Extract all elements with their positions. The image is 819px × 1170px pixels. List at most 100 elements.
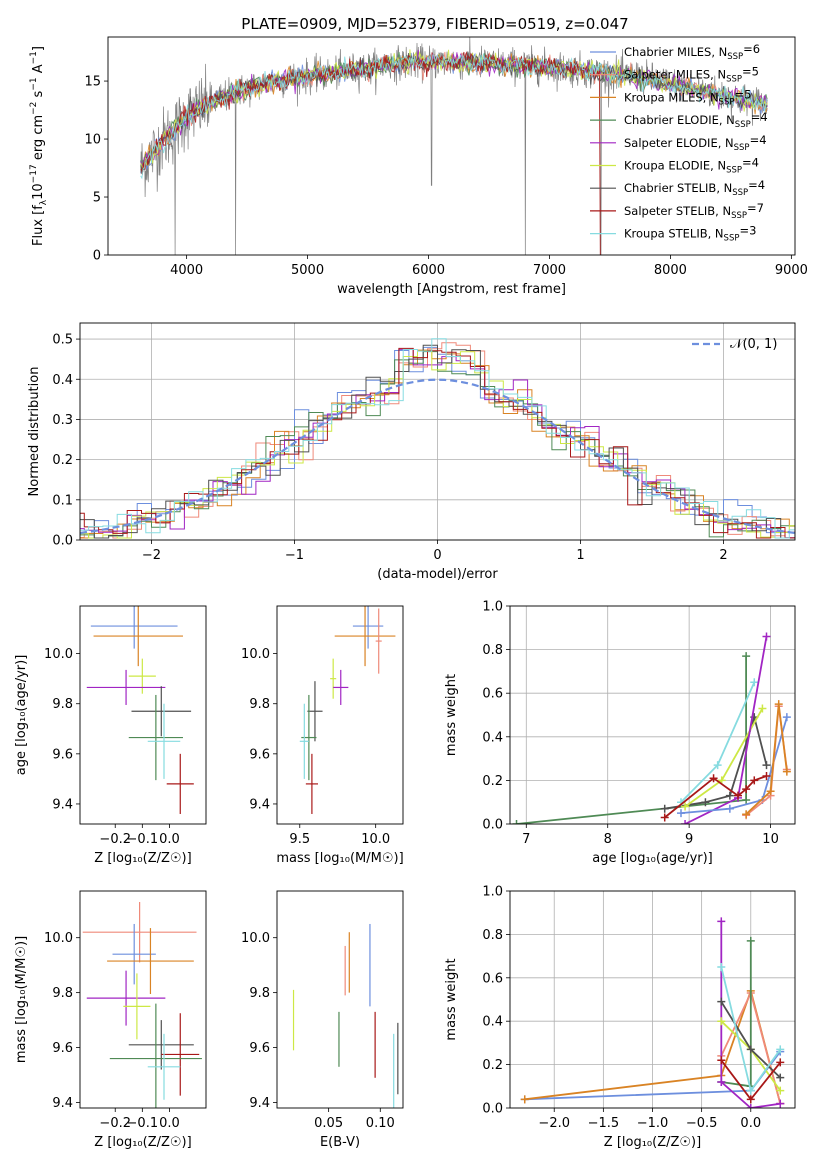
series-line-chabrier-stelib [664,713,768,810]
x-axis-label: Z [log₁₀(Z/Z☉)] [94,851,191,866]
axes-frame [276,605,404,825]
axes-frame [79,322,796,541]
figure-title: PLATE=0909, MJD=52379, FIBERID=0519, z=0… [241,15,628,33]
y-tick-label: 10.0 [241,931,270,946]
y-tick-label: 0.4 [482,1015,503,1030]
legend-n: =5 [742,65,759,79]
series-point [746,1095,755,1104]
panel-residuals: −2 −1 0 1 2 0.0 0.1 0.2 0.3 0.4 0.5 (data-model)/er… [27,322,796,582]
legend-label: Kroupa MILES, N [624,90,719,104]
y-tick-label: 10.0 [241,647,270,662]
panel-mass_vs_EBV: 0.05 0.10 9.4 9.6 9.8 10.0 E(B-V) [241,890,404,1150]
y-tick-label: 1.0 [482,600,503,615]
x-tick-label: 0.0 [740,1116,761,1131]
series-point [762,772,771,781]
series-point [746,1104,755,1108]
series-point [520,1095,529,1104]
legend-label: Salpeter ELODIE, N [624,136,734,150]
series-line-kroupa-miles [745,703,788,815]
legend-entry: Kroupa MILES, NSSP=5 [624,87,751,107]
histogram-salpeter-stelib [80,347,795,539]
legend-label: Salpeter MILES, N [624,68,726,82]
x-tick-label: 0.05 [314,1116,343,1131]
errorbar-point [128,1020,194,1070]
y-label-part: Flux [f [31,205,46,246]
histogram-salpeter-elodie [80,348,795,539]
legend-label: Salpeter STELIB, N [624,204,731,218]
legend-n: =4 [750,133,767,147]
series-point [725,804,734,813]
legend-n: =7 [747,201,764,215]
y-tick-label: 9.8 [52,986,73,1001]
y-tick-label: 9.6 [52,1041,73,1056]
legend-n: =3 [739,224,756,238]
series-point [677,809,685,818]
legend-sub: SSP [732,188,748,198]
y-tick-label: 0.4 [52,373,73,388]
x-tick-label: 8000 [654,263,687,278]
legend-sub: SSP [727,52,743,62]
errorbar-point [123,973,151,1040]
errorbar-point [147,703,181,779]
y-tick-label: 9.6 [249,747,270,762]
series-point [762,632,771,641]
y-tick-label: 9.4 [249,1096,270,1111]
legend-n: =5 [734,87,751,101]
y-tick-label: 15 [84,75,101,90]
errorbar-point [128,658,156,694]
errorbars [82,901,202,1108]
x-tick-label: 9000 [775,263,808,278]
y-tick-label: 0.2 [52,453,73,468]
series-point [725,791,734,800]
series-line-chabrier-elodie [516,656,747,824]
legend-sub: SSP [724,234,740,244]
y-label-part: −2 [29,102,39,115]
y-tick-label: 0.8 [482,643,503,658]
legend-sub: SSP [731,211,747,221]
y-label-part: λ [39,199,49,205]
legend-label: Kroupa STELIB, N [624,227,724,241]
y-tick-label: 1.0 [482,885,503,900]
y-axis-label: mass [log₁₀(M/M☉)] [14,936,29,1063]
legend-sub: SSP [735,120,751,130]
series-point [762,761,771,770]
x-tick-label: 9.5 [289,832,310,847]
y-tick-label: 9.8 [249,697,270,712]
y-axis-label: mass weight [444,674,459,756]
histogram-kroupa-stelib [80,338,795,539]
histogram-kroupa-elodie [80,350,795,539]
panel-weight_vs_age: 7 8 9 10 0.0 0.2 0.4 0.6 0.8 1.0 age [log₁₀(age/yr… [444,600,796,866]
x-tick-label: 0.0 [159,832,180,847]
weight-series [520,917,785,1108]
legend-label: Chabrier ELODIE, N [624,113,735,127]
series-point [782,713,791,722]
errorbar-point [166,753,194,814]
x-tick-label: 1 [576,548,584,563]
series-point [717,1056,726,1065]
y-tick-label: 0.1 [52,493,73,508]
series-point [717,1077,726,1086]
x-tick-label: 4000 [170,263,203,278]
y-label-part: erg cm [31,115,46,164]
x-tick-label: −0.2 [99,832,131,847]
series-point [713,761,722,770]
panel-mass_vs_Z: −0.2−0.1 0.0 9.4 9.6 9.8 10.0 Z [log₁₀(Z/Z☉)] m… [14,890,207,1150]
series-point [746,936,755,945]
legend-n: =4 [751,110,768,124]
series-point [746,1045,755,1054]
x-tick-label: 0 [433,548,441,563]
x-tick-label: 7000 [533,263,566,278]
series-point [681,802,690,811]
y-tick-label: 0.0 [52,534,73,549]
series-point [742,810,751,819]
legend-entry: Salpeter MILES, NSSP=5 [624,65,759,85]
errorbar-point [375,608,382,674]
x-tick-label: −0.1 [127,832,159,847]
errorbars [299,606,396,814]
x-tick-label: 6000 [412,263,445,278]
legend-entry: Salpeter STELIB, NSSP=7 [624,201,764,221]
spectrum-model-salpeter-stelib [140,51,601,255]
gaussian-curve [80,378,795,535]
y-tick-label: 9.4 [52,1096,73,1111]
